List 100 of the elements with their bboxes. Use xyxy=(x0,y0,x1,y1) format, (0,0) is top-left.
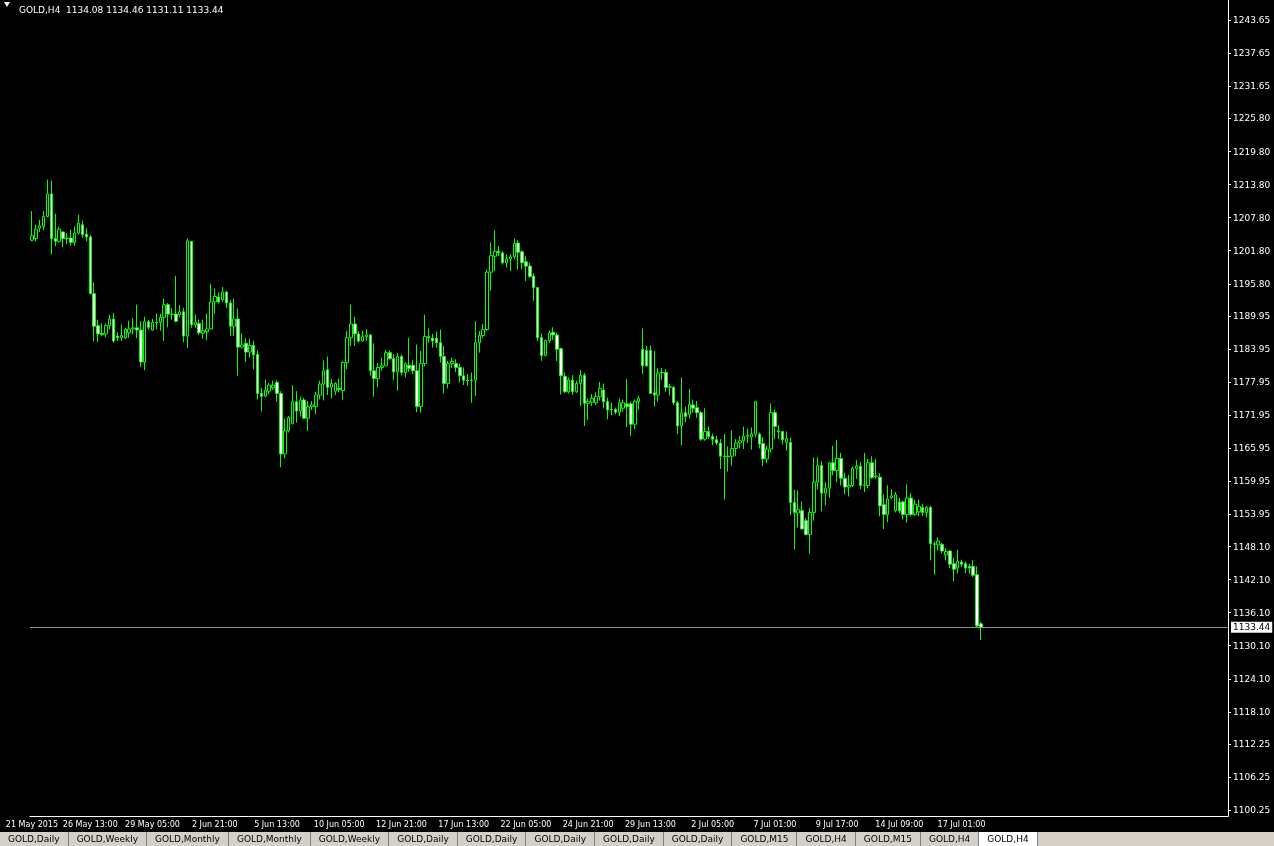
y-tick-label: 1195.80 xyxy=(1233,278,1271,289)
candlestick xyxy=(127,320,131,339)
candlestick xyxy=(61,230,65,248)
y-tick-label: 1112.25 xyxy=(1233,739,1271,750)
text: GOLD,H4 1134.08 1134.46 1131.11 1133.44 xyxy=(19,4,224,15)
candlestick xyxy=(143,316,146,371)
candlestick xyxy=(407,337,411,373)
x-tick-label: 26 May 13:00 xyxy=(62,819,118,829)
x-tick-label: 17 Jun 13:00 xyxy=(438,819,490,829)
y-tick-label: 1225.80 xyxy=(1233,113,1271,124)
candlestick xyxy=(610,402,613,416)
candlestick xyxy=(964,560,967,574)
candlestick xyxy=(921,503,924,517)
candlestick xyxy=(583,372,586,427)
x-tick-label: 2 Jun 21:00 xyxy=(191,819,238,829)
x-tick-label: 14 Jul 09:00 xyxy=(875,819,924,829)
x-tick-label: 21 May 2015 xyxy=(5,819,59,829)
text: GOLD,Weekly xyxy=(310,832,390,846)
candlestick xyxy=(462,367,465,386)
y-tick-label: 1189.95 xyxy=(1233,310,1271,321)
candlestick xyxy=(571,374,574,396)
ref-line-label: 1133.44 xyxy=(1233,622,1271,633)
x-tick-label: 10 Jun 05:00 xyxy=(313,819,365,829)
candlestick xyxy=(567,376,570,394)
text: GOLD,Daily xyxy=(595,832,664,846)
y-tick-label: 1183.95 xyxy=(1233,344,1271,355)
candlestick xyxy=(894,491,897,513)
candlestick xyxy=(120,324,123,342)
y-tick-label: 1136.10 xyxy=(1233,607,1271,618)
candlestick xyxy=(112,312,115,344)
x-tick-label: 29 May 05:00 xyxy=(125,819,180,829)
candlestick xyxy=(863,452,866,493)
candlestick xyxy=(186,238,189,349)
y-tick-label: 1142.10 xyxy=(1233,574,1271,585)
text: GOLD,Monthly xyxy=(147,832,229,846)
y-tick-label: 1213.80 xyxy=(1233,179,1271,190)
candlestick xyxy=(680,376,683,446)
text: GOLD,Weekly xyxy=(68,832,147,846)
text: GOLD,Monthly xyxy=(228,832,311,846)
text: GOLD,H4 xyxy=(797,832,856,846)
text: GOLD,M15 xyxy=(855,832,921,846)
candlestick xyxy=(431,333,434,349)
y-tick-label: 1243.65 xyxy=(1233,15,1271,26)
candlestick xyxy=(835,439,839,483)
y-tick-label: 1100.25 xyxy=(1233,805,1271,816)
text: GOLD,Daily xyxy=(457,832,527,846)
candlestick xyxy=(361,330,364,342)
candlestick xyxy=(905,483,909,524)
text: GOLD,Daily xyxy=(526,832,596,846)
candlestick xyxy=(688,388,691,420)
candlestick xyxy=(703,407,707,442)
candlestick xyxy=(244,337,248,363)
y-tick-label: 1171.95 xyxy=(1233,410,1271,421)
candlestick xyxy=(618,397,621,417)
y-tick-label: 1177.95 xyxy=(1233,377,1271,388)
candlestick xyxy=(917,499,921,517)
candlestick xyxy=(322,359,325,402)
candlestick xyxy=(69,229,73,247)
candlestick xyxy=(197,319,201,336)
x-tick-label: 22 Jun 05:00 xyxy=(500,819,552,829)
x-tick-label: 2 Jul 05:00 xyxy=(691,819,735,829)
y-tick-label: 1207.80 xyxy=(1233,212,1271,223)
x-tick-label: 12 Jun 21:00 xyxy=(376,819,427,829)
candlestick xyxy=(723,433,726,501)
y-tick-label: 1219.80 xyxy=(1233,146,1271,157)
y-tick-label: 1124.10 xyxy=(1233,673,1271,684)
candlestick xyxy=(501,250,504,265)
candlestick xyxy=(742,425,745,450)
candlestick xyxy=(396,352,399,392)
candlestick xyxy=(267,382,271,395)
text: GOLD,Daily xyxy=(663,832,733,846)
candlestick xyxy=(174,275,178,323)
x-tick-label: 29 Jun 13:00 xyxy=(624,819,676,829)
candlestick xyxy=(155,313,158,330)
text: GOLD,Daily xyxy=(0,832,69,846)
y-tick-label: 1153.95 xyxy=(1233,509,1271,520)
x-tick-label: 17 Jul 01:00 xyxy=(937,819,986,829)
x-tick-label: 5 Jun 13:00 xyxy=(254,819,300,829)
candlestick xyxy=(761,436,765,467)
candlestick xyxy=(415,343,419,413)
candlestick xyxy=(664,368,668,393)
candlestick xyxy=(334,381,337,396)
candlestick xyxy=(820,460,823,512)
y-tick-label: 1231.65 xyxy=(1233,81,1271,92)
candlestick xyxy=(162,298,166,342)
y-tick-label: 1106.25 xyxy=(1233,772,1271,783)
candlestick xyxy=(968,563,971,575)
candlestick xyxy=(30,210,34,242)
x-tick-label: 9 Jul 17:00 xyxy=(815,819,859,829)
candlestick xyxy=(151,318,154,332)
x-tick-label: 24 Jun 21:00 xyxy=(562,819,614,829)
candlestick xyxy=(505,254,508,269)
candlestick xyxy=(384,349,388,367)
candlestick xyxy=(50,180,53,256)
y-tick-label: 1237.65 xyxy=(1233,48,1271,59)
candlestick xyxy=(65,232,69,245)
candlestick xyxy=(81,219,84,239)
y-tick-label: 1165.95 xyxy=(1233,443,1271,454)
x-tick-label: 7 Jul 01:00 xyxy=(753,819,797,829)
candlestick xyxy=(516,239,520,270)
